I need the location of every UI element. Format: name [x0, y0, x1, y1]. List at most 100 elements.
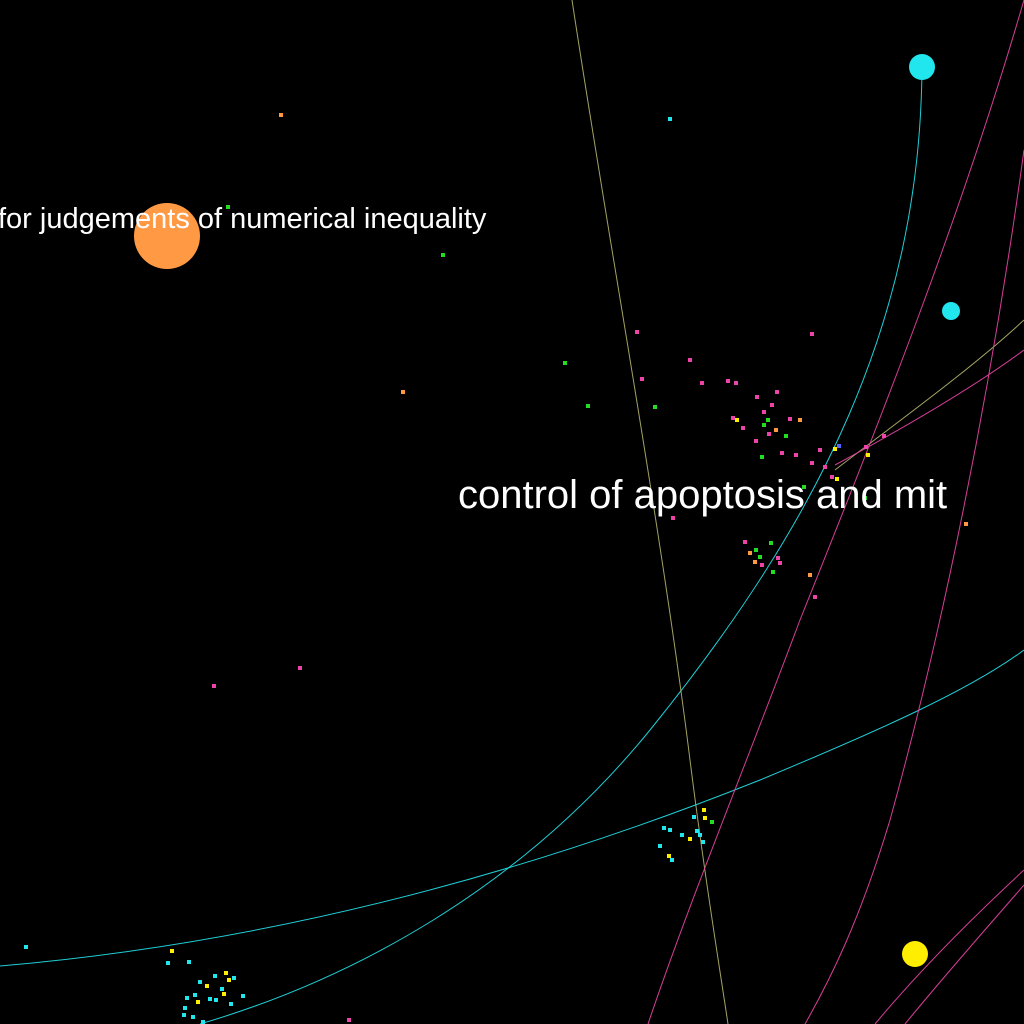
node-cyan-small[interactable]	[198, 980, 202, 984]
node-cyan-small[interactable]	[201, 1020, 205, 1024]
node-green-small[interactable]	[653, 405, 657, 409]
node-cyan-small[interactable]	[214, 998, 218, 1002]
node-cyan-small[interactable]	[182, 1013, 186, 1017]
node-magenta-small[interactable]	[741, 426, 745, 430]
node-magenta-small[interactable]	[635, 330, 639, 334]
node-cyan-small[interactable]	[668, 828, 672, 832]
node-cyan-small[interactable]	[229, 1002, 233, 1006]
node-yellow-small[interactable]	[170, 949, 174, 953]
node-yellow-small[interactable]	[866, 453, 870, 457]
node-cyan-small[interactable]	[24, 945, 28, 949]
node-green-small[interactable]	[771, 570, 775, 574]
node-yellow-small[interactable]	[205, 984, 209, 988]
node-cyan-small[interactable]	[191, 1015, 195, 1019]
node-magenta-small[interactable]	[818, 448, 822, 452]
node-cyan-small[interactable]	[680, 833, 684, 837]
node-green-small[interactable]	[441, 253, 445, 257]
node-orange-small[interactable]	[774, 428, 778, 432]
node-cyan-small[interactable]	[241, 994, 245, 998]
node-orange-small[interactable]	[753, 560, 757, 564]
node-yellow-small[interactable]	[224, 971, 228, 975]
node-yellow-small[interactable]	[702, 808, 706, 812]
node-magenta-small[interactable]	[734, 381, 738, 385]
node-cyan-small[interactable]	[208, 997, 212, 1001]
node-yellow-small[interactable]	[222, 992, 226, 996]
node-orange-small[interactable]	[808, 573, 812, 577]
node-yellow-small[interactable]	[227, 978, 231, 982]
node-magenta-small[interactable]	[298, 666, 302, 670]
node-magenta-small[interactable]	[775, 390, 779, 394]
node-cyan-small[interactable]	[670, 858, 674, 862]
node-cyan-small[interactable]	[232, 976, 236, 980]
node-yellow-bottom[interactable]	[902, 941, 928, 967]
node-magenta-small[interactable]	[671, 516, 675, 520]
node-magenta-small[interactable]	[830, 475, 834, 479]
node-magenta-small[interactable]	[754, 439, 758, 443]
node-magenta-small[interactable]	[813, 595, 817, 599]
node-green-small[interactable]	[586, 404, 590, 408]
node-yellow-small[interactable]	[667, 854, 671, 858]
node-green-small[interactable]	[760, 455, 764, 459]
node-green-small[interactable]	[710, 820, 714, 824]
node-orange-large[interactable]	[134, 203, 200, 269]
node-cyan-small[interactable]	[185, 996, 189, 1000]
node-cyan-small[interactable]	[662, 826, 666, 830]
node-green-small[interactable]	[784, 434, 788, 438]
node-green-small[interactable]	[769, 541, 773, 545]
node-cyan-mid[interactable]	[942, 302, 960, 320]
node-cyan-small[interactable]	[166, 961, 170, 965]
node-green-small[interactable]	[758, 555, 762, 559]
node-green-small[interactable]	[802, 485, 806, 489]
node-magenta-small[interactable]	[810, 332, 814, 336]
node-magenta-small[interactable]	[731, 416, 735, 420]
node-magenta-small[interactable]	[755, 395, 759, 399]
node-magenta-small[interactable]	[788, 417, 792, 421]
node-orange-small[interactable]	[964, 522, 968, 526]
node-magenta-small[interactable]	[794, 453, 798, 457]
node-cyan-small[interactable]	[213, 974, 217, 978]
node-magenta-small[interactable]	[882, 434, 886, 438]
node-magenta-small[interactable]	[760, 563, 764, 567]
node-green-small[interactable]	[762, 423, 766, 427]
node-cyan-small[interactable]	[183, 1006, 187, 1010]
node-magenta-small[interactable]	[726, 379, 730, 383]
node-magenta-small[interactable]	[770, 403, 774, 407]
node-cyan-small[interactable]	[698, 833, 702, 837]
node-cyan-top[interactable]	[909, 54, 935, 80]
node-yellow-small[interactable]	[703, 816, 707, 820]
node-green-small[interactable]	[863, 496, 867, 500]
node-yellow-small[interactable]	[735, 418, 739, 422]
node-cyan-small[interactable]	[187, 960, 191, 964]
node-magenta-small[interactable]	[762, 410, 766, 414]
node-orange-small[interactable]	[279, 113, 283, 117]
node-orange-small[interactable]	[401, 390, 405, 394]
node-magenta-small[interactable]	[780, 451, 784, 455]
node-cyan-small[interactable]	[692, 815, 696, 819]
node-cyan-small[interactable]	[220, 987, 224, 991]
node-orange-small[interactable]	[748, 551, 752, 555]
node-magenta-small[interactable]	[700, 381, 704, 385]
node-yellow-small[interactable]	[835, 477, 839, 481]
node-cyan-small[interactable]	[701, 840, 705, 844]
node-magenta-small[interactable]	[778, 561, 782, 565]
node-green-small[interactable]	[226, 205, 230, 209]
node-magenta-small[interactable]	[743, 540, 747, 544]
node-magenta-small[interactable]	[776, 556, 780, 560]
node-magenta-small[interactable]	[688, 358, 692, 362]
node-magenta-small[interactable]	[823, 465, 827, 469]
node-yellow-small[interactable]	[833, 447, 837, 451]
node-yellow-small[interactable]	[196, 1000, 200, 1004]
node-magenta-small[interactable]	[810, 461, 814, 465]
node-magenta-small[interactable]	[347, 1018, 351, 1022]
node-cyan-small[interactable]	[193, 993, 197, 997]
node-blue-small[interactable]	[837, 444, 841, 448]
node-cyan-small[interactable]	[658, 844, 662, 848]
node-green-small[interactable]	[766, 418, 770, 422]
node-magenta-small[interactable]	[767, 432, 771, 436]
node-cyan-small[interactable]	[695, 829, 699, 833]
node-green-small[interactable]	[563, 361, 567, 365]
node-magenta-small[interactable]	[864, 445, 868, 449]
node-magenta-small[interactable]	[212, 684, 216, 688]
node-cyan-small[interactable]	[668, 117, 672, 121]
